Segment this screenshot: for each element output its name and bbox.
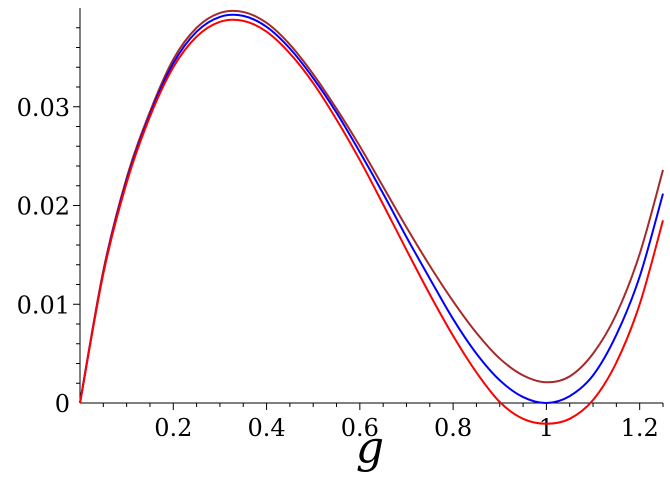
x-axis: 0.2 0.4 0.6 0.8 1 1.2 g <box>80 402 664 473</box>
series-line-1 <box>79 9 664 404</box>
y-ticks: 0 0.01 0.02 0.03 <box>17 27 80 418</box>
y-tick-label: 0 <box>55 390 70 418</box>
x-axis-title: g <box>356 422 384 473</box>
x-tick-label: 1 <box>539 414 554 442</box>
series-group <box>79 9 664 425</box>
x-tick-label: 0.2 <box>154 414 192 442</box>
y-tick-label: 0.02 <box>17 193 70 221</box>
series-line-3 <box>79 18 664 425</box>
y-tick-label: 0.03 <box>17 94 70 122</box>
series-line-2 <box>79 13 664 405</box>
x-tick-label: 1.2 <box>621 414 659 442</box>
x-tick-label: 0.4 <box>247 414 285 442</box>
x-ticks: 0.2 0.4 0.6 0.8 1 1.2 <box>102 403 664 442</box>
y-axis: 0 0.01 0.02 0.03 <box>17 8 81 418</box>
y-tick-label: 0.01 <box>17 291 70 319</box>
x-tick-label: 0.8 <box>434 414 472 442</box>
x-tick-label: 0.6 <box>341 414 379 442</box>
